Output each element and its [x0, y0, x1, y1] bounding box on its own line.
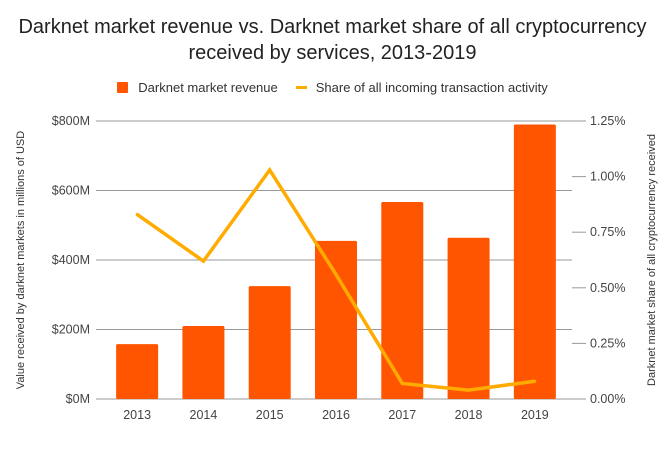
line-point-2014[interactable]: [201, 259, 205, 263]
legend-label-share: Share of all incoming transaction activi…: [315, 80, 548, 95]
right-axis-title: Darknet market share of all cryptocurren…: [646, 134, 658, 386]
bar-2013[interactable]: [116, 344, 159, 399]
x-axis-ticks: 2013 2014 2015 2016 2017 2018 2019: [123, 408, 549, 422]
bar-2016[interactable]: [315, 240, 357, 399]
bar-series: [116, 124, 556, 399]
line-point-2016[interactable]: [334, 272, 338, 276]
left-tick-label: $800M: [52, 114, 90, 128]
bar-2018[interactable]: [447, 237, 490, 399]
x-tick-label: 2016: [322, 408, 350, 422]
right-tick-label: 0.25%: [590, 336, 625, 350]
line-point-2017[interactable]: [400, 381, 404, 385]
left-tick-label: $600M: [52, 184, 90, 198]
x-tick-label: 2014: [190, 408, 218, 422]
chart-title-line-1: Darknet market revenue vs. Darknet marke…: [18, 16, 647, 38]
x-tick-label: 2019: [521, 408, 549, 422]
chart-legend: Darknet market revenue Share of all inco…: [0, 80, 665, 95]
bar-2014[interactable]: [182, 326, 225, 399]
line-point-2013[interactable]: [135, 212, 139, 216]
bar-2017[interactable]: [381, 201, 424, 399]
left-axis-ticks: $0M $200M $400M $600M $800M: [52, 114, 90, 406]
right-axis-ticks: 0.00% 0.25% 0.50% 0.75% 1.00% 1.25%: [572, 114, 625, 406]
right-tick-label: 0.00%: [590, 392, 625, 406]
line-series: [135, 166, 537, 392]
legend-item-share[interactable]: Share of all incoming transaction activi…: [295, 80, 548, 95]
right-tick-label: 1.25%: [590, 114, 625, 128]
bar-2019[interactable]: [513, 124, 556, 399]
x-tick-label: 2015: [256, 408, 284, 422]
legend-item-revenue[interactable]: Darknet market revenue: [117, 80, 278, 95]
right-tick-label: 1.00%: [590, 170, 625, 184]
line-point-2018[interactable]: [467, 388, 471, 392]
legend-swatch-bar: [117, 82, 129, 93]
left-axis-title: Value received by darknet markets in mil…: [15, 131, 27, 389]
chart-title-line-2: received by services, 2013-2019: [188, 42, 477, 64]
chart-title: Darknet market revenue vs. Darknet marke…: [0, 14, 665, 66]
legend-swatch-line: [295, 86, 307, 89]
right-tick-label: 0.50%: [590, 281, 625, 295]
left-tick-label: $400M: [52, 253, 90, 267]
line-point-2015[interactable]: [268, 168, 272, 172]
left-tick-label: $0M: [66, 392, 90, 406]
line-point-2019[interactable]: [533, 379, 537, 383]
x-tick-label: 2018: [455, 408, 483, 422]
bar-2015[interactable]: [248, 286, 291, 399]
x-tick-label: 2013: [123, 408, 151, 422]
x-tick-label: 2017: [388, 408, 416, 422]
legend-label-revenue: Darknet market revenue: [138, 80, 278, 95]
left-tick-label: $200M: [52, 323, 90, 337]
right-tick-label: 0.75%: [590, 225, 625, 239]
